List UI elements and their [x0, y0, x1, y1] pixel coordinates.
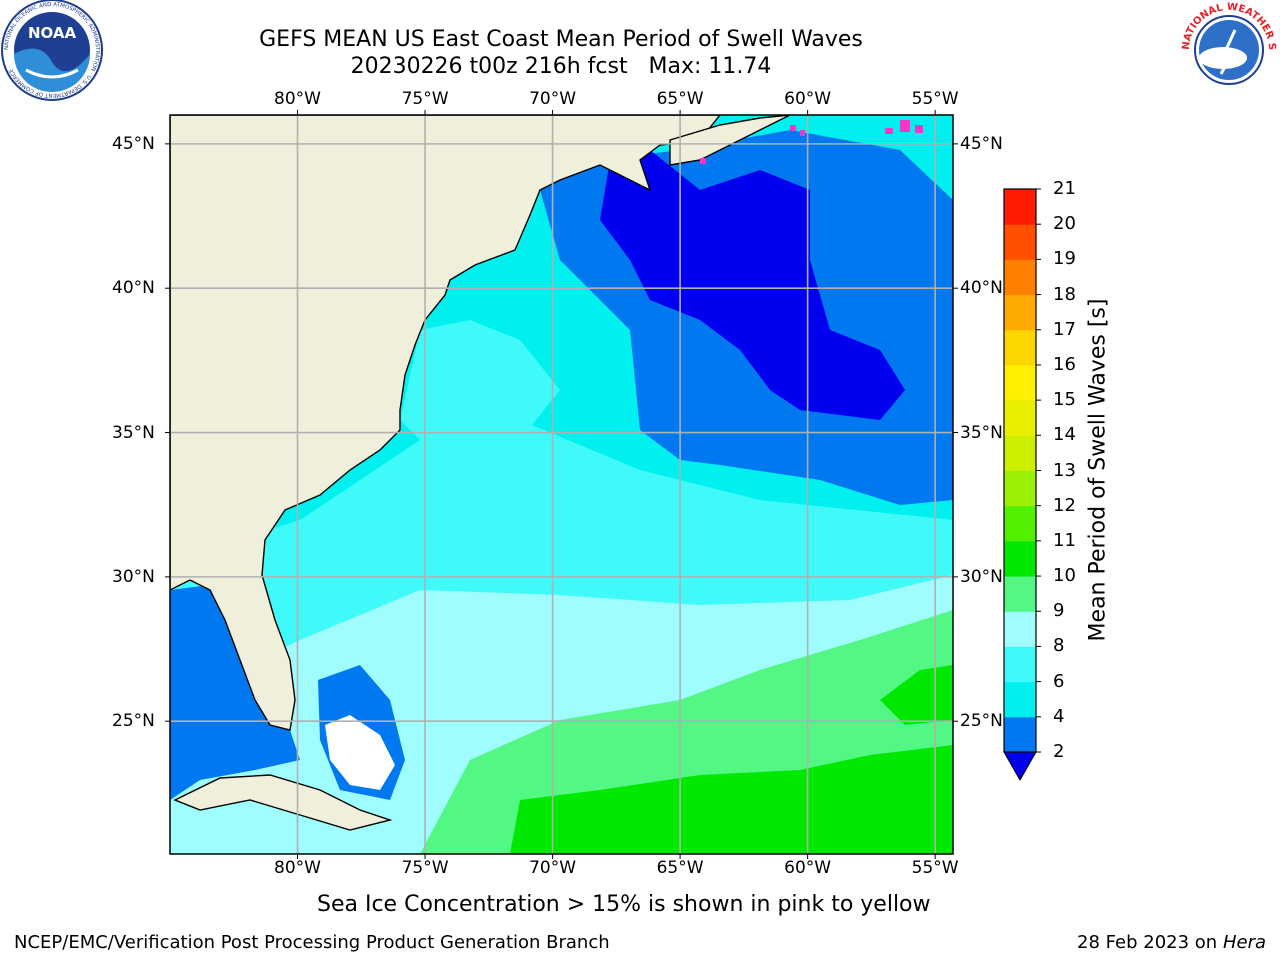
colorbar-tick: 14: [1053, 424, 1076, 446]
lon-label: 80°W: [274, 89, 321, 109]
lon-label: 60°W: [784, 89, 832, 109]
colorbar-extend-arrow: [1003, 751, 1037, 782]
colorbar-swatch: [1004, 400, 1036, 436]
lon-label: 65°W: [656, 858, 704, 878]
colorbar-tick: 15: [1053, 389, 1076, 411]
organization-credit: NCEP/EMC/Verification Post Processing Pr…: [14, 932, 610, 953]
colorbar-swatch: [1004, 646, 1036, 683]
map-subtitle: 20230226 t00z 216h fcst Max: 11.74: [350, 54, 772, 79]
colorbar-swatch: [1004, 364, 1036, 401]
lat-label: 45°N: [112, 133, 155, 154]
colorbar-tick: 16: [1053, 353, 1076, 375]
lon-label: 65°W: [656, 89, 704, 109]
colorbar-tick: 2: [1053, 741, 1065, 762]
lat-label: 30°N: [960, 566, 1003, 587]
colorbar-swatch: [1004, 435, 1036, 471]
ice-cell: [790, 125, 796, 131]
colorbar-swatch: [1004, 611, 1036, 647]
lon-label: 55°W: [911, 89, 959, 109]
lat-label: 40°N: [112, 278, 155, 299]
ice-cell: [700, 158, 706, 164]
colorbar-tick: 20: [1053, 213, 1076, 235]
colorbar-label: Mean Period of Swell Waves [s]: [1085, 298, 1111, 642]
colorbar-swatch: [1004, 505, 1036, 542]
map-title: GEFS MEAN US East Coast Mean Period of S…: [259, 27, 863, 52]
colorbar-swatch: [1004, 716, 1036, 753]
colorbar-tick: 21: [1053, 178, 1076, 199]
ice-cell: [900, 120, 910, 132]
colorbar: [1003, 188, 1041, 782]
nws-logo: NATIONAL WEATHER SERVICE: [1175, 0, 1277, 98]
colorbar-swatch: [1004, 294, 1036, 331]
lon-label: 75°W: [401, 858, 449, 878]
lon-label: 55°W: [911, 858, 959, 878]
bahamas-shallow: [325, 715, 395, 790]
colorbar-tick: 17: [1053, 318, 1076, 340]
colorbar-tick: 9: [1053, 600, 1065, 622]
lat-label: 35°N: [112, 422, 155, 443]
colorbar-tick: 8: [1053, 635, 1065, 657]
sea-ice-note: Sea Ice Concentration > 15% is shown in …: [317, 892, 931, 917]
ice-cell: [915, 125, 923, 133]
cuba-land: [173, 774, 393, 831]
zone-below-2s: [600, 150, 905, 420]
ice-cell: [885, 128, 893, 134]
lat-label: 40°N: [960, 278, 1003, 299]
colorbar-swatch: [1004, 259, 1036, 296]
lon-label: 70°W: [529, 89, 577, 109]
lat-label: 45°N: [960, 133, 1003, 154]
lon-label: 70°W: [529, 858, 577, 878]
colorbar-tick: 12: [1053, 494, 1076, 516]
colorbar-swatch: [1004, 576, 1036, 612]
colorbar-tick: 18: [1053, 283, 1076, 305]
colorbar-tick: 11: [1053, 529, 1076, 551]
map-frame: [169, 114, 954, 855]
colorbar-tick: 19: [1053, 248, 1076, 270]
lat-label: 35°N: [960, 422, 1003, 443]
noaa-logo: NOAA NATIONAL OCEANIC AND ATMOSPHERIC AD…: [1, 0, 103, 101]
colorbar-swatch: [1004, 189, 1036, 225]
lon-label: 80°W: [274, 858, 321, 878]
lat-label: 25°N: [112, 711, 155, 732]
colorbar-swatch: [1004, 329, 1036, 366]
colorbar-swatch: [1004, 540, 1036, 577]
map-ticks: [165, 110, 958, 859]
north-america-land: [170, 115, 721, 731]
zone-10-11s: [510, 745, 953, 854]
lon-label: 75°W: [401, 89, 449, 109]
run-date: 28 Feb 2023 on Hera: [1077, 932, 1266, 954]
colorbar-swatch: [1004, 224, 1036, 260]
colorbar-tick: 4: [1053, 705, 1065, 727]
colorbar-swatch: [1004, 681, 1036, 718]
zone-6-8s-coastal: [400, 320, 560, 450]
lat-label: 30°N: [112, 566, 155, 587]
ice-cell: [800, 130, 805, 136]
colorbar-tick: 10: [1053, 565, 1076, 587]
lon-label: 60°W: [784, 858, 832, 878]
graticule: [170, 115, 953, 854]
colorbar-swatch: [1004, 470, 1036, 507]
zone-gulf: [170, 585, 300, 800]
colorbar-frame: [1003, 188, 1037, 753]
colorbar-tick: 6: [1053, 670, 1065, 692]
machine-name: Hera: [1222, 932, 1266, 953]
noaa-logo-text: NOAA: [28, 24, 77, 42]
colorbar-tick: 13: [1053, 459, 1076, 481]
lat-label: 25°N: [960, 711, 1003, 732]
run-date-text: 28 Feb 2023 on: [1077, 932, 1218, 953]
